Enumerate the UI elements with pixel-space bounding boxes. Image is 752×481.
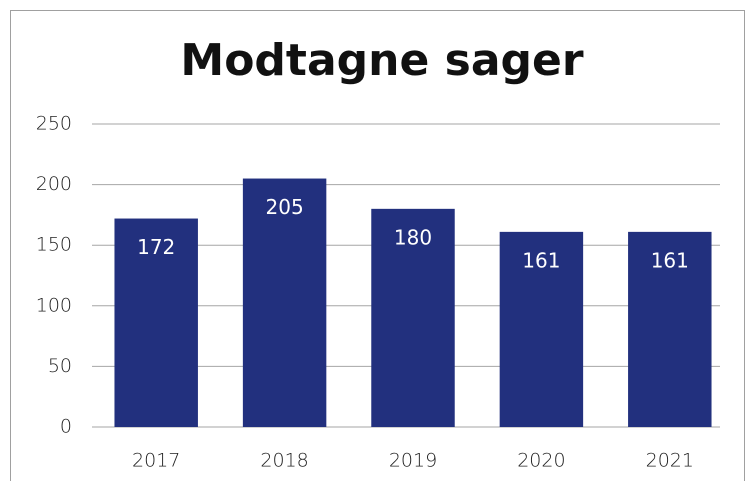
- y-tick-label: 250: [36, 113, 72, 135]
- x-tick-label: 2018: [260, 450, 308, 472]
- x-tick-label: 2017: [132, 450, 180, 472]
- data-label: 172: [137, 235, 175, 259]
- y-tick-label: 100: [36, 294, 72, 316]
- y-tick-label: 0: [60, 416, 72, 438]
- bar: [242, 178, 327, 427]
- bar: [114, 218, 198, 427]
- y-tick-label: 200: [36, 173, 72, 195]
- x-tick-label: 2021: [646, 450, 694, 472]
- bar: [371, 208, 455, 427]
- x-tick-label: 2020: [517, 450, 565, 472]
- bar: [628, 231, 712, 427]
- y-tick-label: 150: [36, 234, 72, 256]
- chart-title: Modtagne sager: [180, 35, 583, 86]
- bar: [499, 231, 584, 427]
- data-label: 180: [394, 225, 432, 249]
- x-tick-label: 2019: [389, 450, 437, 472]
- data-label: 205: [266, 195, 304, 219]
- y-tick-label: 50: [48, 355, 72, 377]
- data-label: 161: [522, 248, 560, 272]
- chart-border: [10, 10, 745, 481]
- data-label: 161: [651, 248, 689, 272]
